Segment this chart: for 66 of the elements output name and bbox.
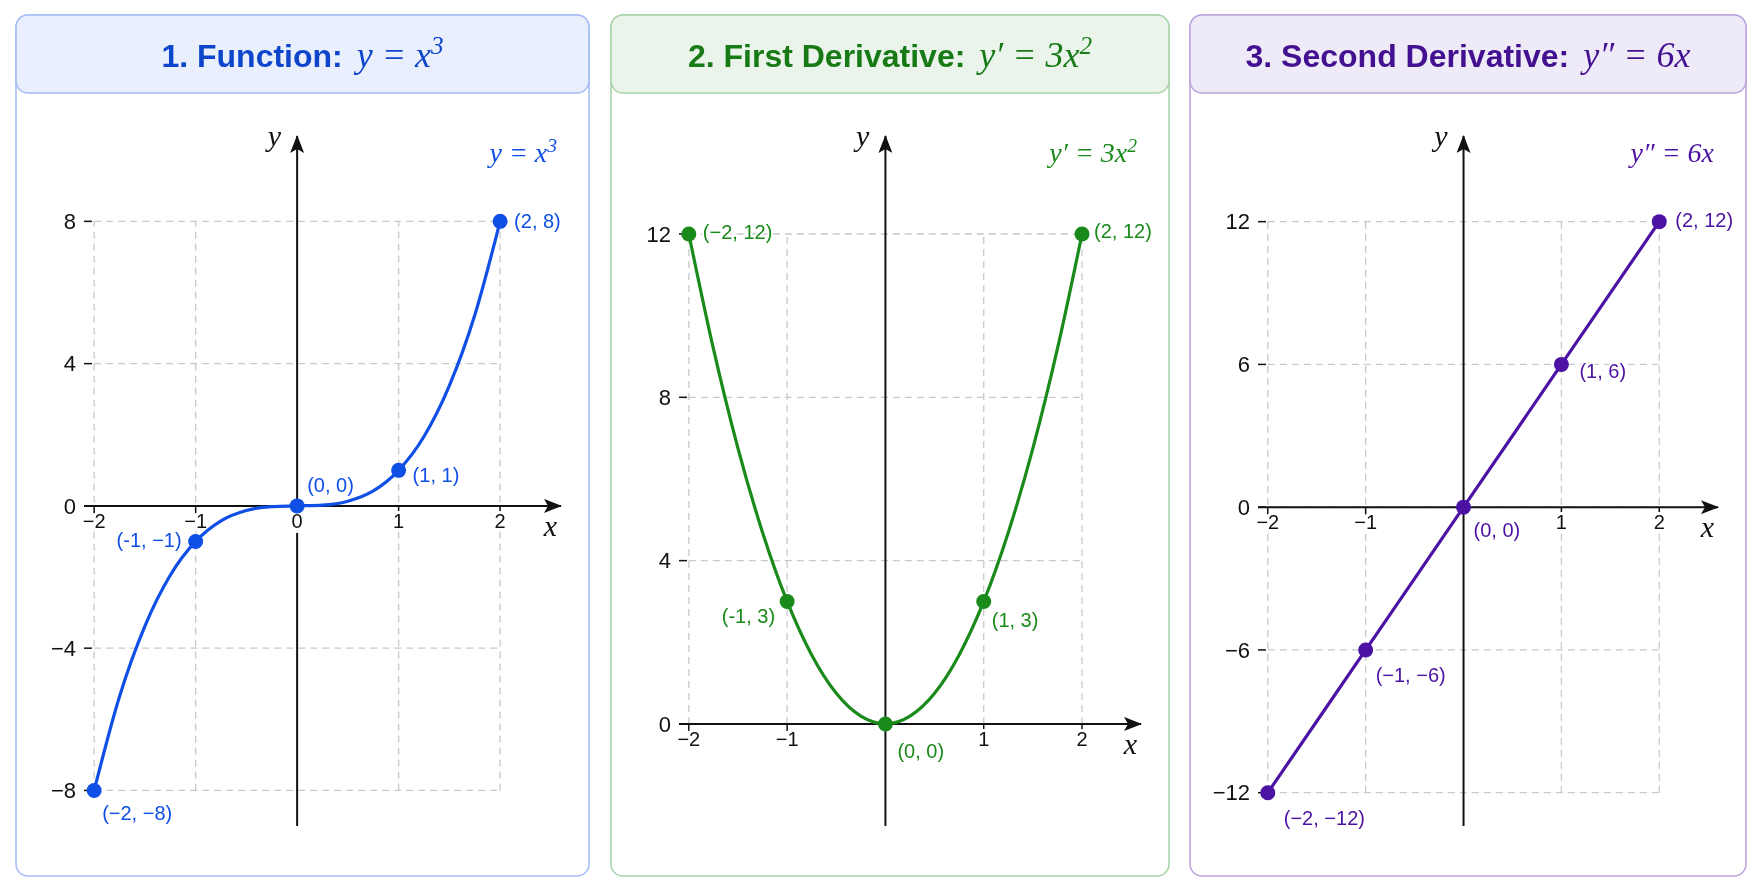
x-tick-label: 2 bbox=[494, 509, 506, 532]
point bbox=[976, 593, 992, 609]
x-tick-label: 1 bbox=[1555, 511, 1567, 534]
point bbox=[492, 213, 508, 229]
x-tick-label: 0 bbox=[291, 509, 303, 532]
point bbox=[1074, 226, 1090, 242]
x-tick-label: −2 bbox=[82, 509, 106, 532]
data-label: (0, 0) bbox=[307, 473, 354, 496]
x-tick-label: −2 bbox=[677, 727, 701, 750]
x-tick-label: 1 bbox=[978, 727, 990, 750]
point bbox=[877, 716, 893, 732]
data-label: (2, 12) bbox=[1094, 219, 1152, 242]
x-tick-label: 2 bbox=[1076, 727, 1088, 750]
x-tick-label: −1 bbox=[1354, 511, 1378, 534]
point bbox=[1358, 642, 1374, 658]
y-tick-label: 4 bbox=[63, 351, 76, 377]
chart-title: 2. First Derivative: y′ = 3x$^{2}$ bbox=[687, 31, 1093, 75]
y-tick-label: −4 bbox=[50, 635, 76, 661]
text: y″ = 6x bbox=[1627, 137, 1715, 168]
x-tick-label: −1 bbox=[184, 509, 208, 532]
data-label: (2, 12) bbox=[1675, 208, 1734, 231]
text: y′ = 3x$^{2}$ bbox=[1046, 134, 1138, 168]
y-axis-title: y bbox=[1431, 119, 1449, 152]
y-tick-label: −8 bbox=[50, 778, 76, 804]
x-tick-label: −1 bbox=[775, 727, 799, 750]
x-tick-label: −2 bbox=[1256, 511, 1280, 534]
series-label: y = x$^{3}$ bbox=[486, 134, 558, 168]
point bbox=[1456, 499, 1472, 515]
y-tick-label: 4 bbox=[658, 548, 671, 574]
point bbox=[779, 593, 795, 609]
point bbox=[1651, 214, 1667, 230]
data-label: (0, 0) bbox=[897, 739, 945, 762]
data-label: (-1, −1) bbox=[116, 529, 182, 552]
data-label: (−2, 12) bbox=[702, 220, 773, 243]
y-tick-label: −12 bbox=[1212, 780, 1250, 806]
data-label: (−2, −8) bbox=[102, 802, 173, 825]
data-label: (2, 8) bbox=[514, 210, 561, 233]
point bbox=[188, 533, 204, 549]
data-label: (-1, 3) bbox=[721, 605, 776, 628]
point bbox=[391, 462, 407, 478]
y-axis-title: y bbox=[264, 119, 282, 152]
x-axis-title: x bbox=[542, 508, 558, 542]
x-axis-title: x bbox=[1699, 510, 1715, 544]
y-axis-title: y bbox=[853, 119, 871, 152]
y-tick-label: 8 bbox=[63, 209, 76, 235]
y-tick-label: 8 bbox=[658, 385, 671, 410]
x-axis-title: x bbox=[1122, 726, 1138, 760]
data-label: (1, 1) bbox=[412, 464, 460, 487]
point bbox=[1553, 356, 1569, 372]
y-tick-label: 12 bbox=[646, 221, 671, 247]
data-label: (1, 3) bbox=[991, 609, 1039, 632]
x-tick-label: 2 bbox=[1653, 511, 1665, 534]
y-tick-label: 12 bbox=[1225, 209, 1250, 235]
point bbox=[289, 498, 305, 514]
point bbox=[681, 226, 697, 242]
chart-title: 1. Function: y = x$^{3}$ bbox=[161, 31, 444, 75]
chart-title: 3. Second Derivative: y″ = 6x bbox=[1245, 35, 1691, 75]
point bbox=[1260, 785, 1276, 801]
data-label: (0, 0) bbox=[1473, 519, 1521, 542]
data-label: (−1, −6) bbox=[1375, 663, 1446, 686]
point bbox=[86, 782, 102, 798]
x-tick-label: 1 bbox=[393, 509, 405, 532]
y-tick-label: −6 bbox=[1224, 637, 1250, 663]
y-tick-label: 6 bbox=[1237, 352, 1250, 378]
data-label: (−2, −12) bbox=[1283, 806, 1365, 829]
data-label: (1, 6) bbox=[1579, 360, 1627, 383]
